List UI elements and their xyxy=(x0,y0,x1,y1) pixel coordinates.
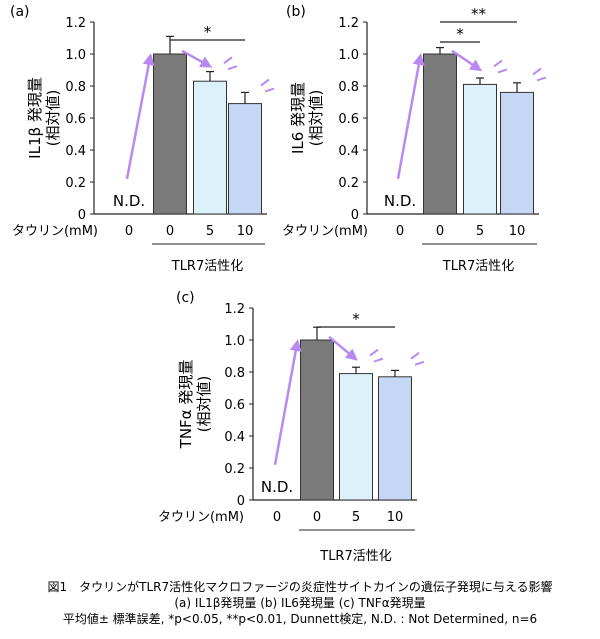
decrease-spark xyxy=(532,67,547,82)
nd-label: N.D. xyxy=(384,192,416,210)
y-tick-label: 1.0 xyxy=(224,334,245,349)
y-tick-label: 1.0 xyxy=(338,48,359,63)
up-arrow xyxy=(273,339,302,466)
decrease-spark xyxy=(410,351,425,366)
panel-label: (a) xyxy=(10,4,30,20)
decrease-spark xyxy=(369,348,384,363)
y-tick-label: 0.2 xyxy=(224,462,245,477)
y-tick-label: 0.2 xyxy=(65,176,86,191)
x-tick-label: 5 xyxy=(352,510,360,525)
decrease-spark xyxy=(223,56,238,71)
y-tick-label: 0 xyxy=(351,208,359,223)
y-axis-label-unit: (相対値) xyxy=(195,376,213,433)
y-tick-label: 0.8 xyxy=(224,366,245,381)
chart-panel-0: (a) IL1β 発現量 (相対値) 0 0.2 0.4 0.6 0.8 1.0 1.2 N.D. タ… xyxy=(10,4,275,274)
x-tick-label: 10 xyxy=(509,224,526,239)
y-tick-label: 0.4 xyxy=(338,144,359,159)
x-tick-label: 5 xyxy=(206,224,214,239)
up-arrow xyxy=(125,53,155,180)
bar xyxy=(153,53,187,215)
y-axis-label: TNFα 発現量 xyxy=(177,360,195,450)
y-axis-label-unit: (相対値) xyxy=(44,90,62,147)
y-tick-label: 0.6 xyxy=(338,112,359,127)
y-tick-label: 0 xyxy=(237,494,245,509)
caption: 図1 タウリンがTLR7活性化マクロファージの炎症性サイトカインの遺伝子発現に与… xyxy=(47,579,552,626)
x-axis-label: タウリン(mM) xyxy=(282,224,368,239)
bar xyxy=(463,83,497,215)
bar xyxy=(378,376,412,501)
y-axis-label-unit: (相対値) xyxy=(307,90,325,147)
significance-label: ** xyxy=(471,5,487,23)
bar xyxy=(339,373,373,501)
y-tick-label: 0 xyxy=(78,208,86,223)
bar xyxy=(300,339,334,501)
y-tick-label: 1.2 xyxy=(65,16,86,31)
y-tick-label: 0.2 xyxy=(338,176,359,191)
bar xyxy=(423,53,457,215)
down-arrow xyxy=(328,335,358,361)
panel-label: (c) xyxy=(176,290,195,306)
bar xyxy=(193,80,227,215)
bar xyxy=(228,103,262,215)
decrease-spark xyxy=(493,59,508,74)
chart-panel-1: (b) IL6 発現量 (相対値) 0 0.2 0.4 0.6 0.8 1.0 1.2 N.D. タウ… xyxy=(282,4,547,274)
y-tick-label: 0.4 xyxy=(224,430,245,445)
x-axis-label: タウリン(mM) xyxy=(158,510,244,525)
y-axis-label: IL6 発現量 xyxy=(289,82,307,154)
y-axis-label: IL1β 発現量 xyxy=(26,77,44,159)
panel-label: (b) xyxy=(286,4,306,20)
significance-label: * xyxy=(456,25,464,43)
y-tick-label: 1.2 xyxy=(338,16,359,31)
y-tick-label: 0.8 xyxy=(338,80,359,95)
up-arrow xyxy=(396,53,425,180)
down-arrow xyxy=(451,49,483,72)
caption-line-1: 図1 タウリンがTLR7活性化マクロファージの炎症性サイトカインの遺伝子発現に与… xyxy=(47,579,552,594)
down-arrow xyxy=(181,49,213,68)
x-tick-label: 0 xyxy=(125,224,133,239)
x-tick-label: 0 xyxy=(396,224,404,239)
x-tick-label: 0 xyxy=(166,224,174,239)
x-tick-label: 0 xyxy=(436,224,444,239)
nd-label: N.D. xyxy=(113,192,145,210)
group-label: TLR7活性化 xyxy=(319,549,392,564)
x-tick-label: 10 xyxy=(387,510,404,525)
significance-label: * xyxy=(352,310,360,328)
decrease-spark xyxy=(260,78,275,93)
bar xyxy=(500,91,534,215)
y-tick-label: 0.6 xyxy=(65,112,86,127)
y-tick-label: 1.2 xyxy=(224,302,245,317)
x-tick-label: 0 xyxy=(273,510,281,525)
group-label: TLR7活性化 xyxy=(442,259,515,274)
x-tick-label: 5 xyxy=(476,224,484,239)
chart-panel-2: (c) TNFα 発現量 (相対値) 0 0.2 0.4 0.6 0.8 1.0 1.2 N.D. タ… xyxy=(158,290,425,564)
x-tick-label: 10 xyxy=(237,224,254,239)
caption-line-2: (a) IL1β発現量 (b) IL6発現量 (c) TNFα発現量 xyxy=(174,596,425,610)
x-tick-label: 0 xyxy=(313,510,321,525)
y-tick-label: 0.8 xyxy=(65,80,86,95)
nd-label: N.D. xyxy=(261,478,293,496)
group-label: TLR7活性化 xyxy=(171,259,244,274)
y-tick-label: 1.0 xyxy=(65,48,86,63)
y-tick-label: 0.4 xyxy=(65,144,86,159)
x-axis-label: タウリン(mM) xyxy=(12,224,98,239)
significance-label: * xyxy=(204,23,212,41)
y-tick-label: 0.6 xyxy=(224,398,245,413)
caption-line-3: 平均値± 標準誤差, *p<0.05, **p<0.01, Dunnett検定,… xyxy=(63,611,537,626)
